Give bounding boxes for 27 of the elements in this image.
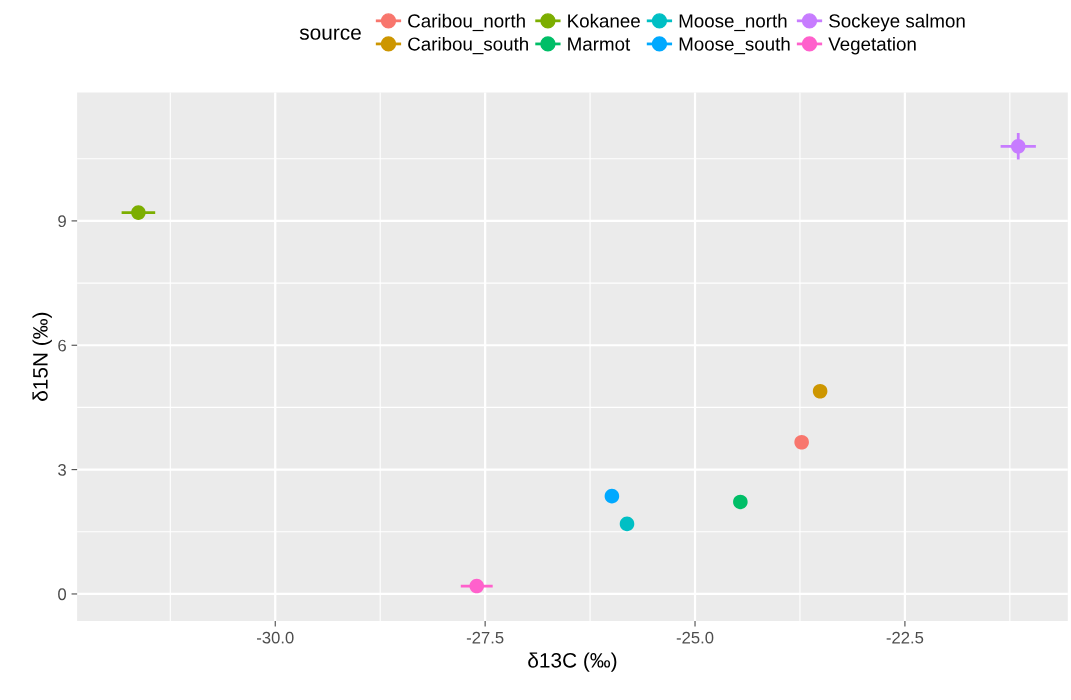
point (812, 383, 828, 399)
point (794, 434, 809, 450)
x-tick-label: -25.0 (676, 631, 714, 644)
legend-label: Kokanee (568, 13, 640, 28)
y-tick-label: 0 (58, 588, 67, 601)
point (131, 205, 146, 220)
point (733, 494, 748, 510)
y-tick-label: 6 (58, 339, 66, 352)
legend-label: Caribou_south (408, 36, 528, 55)
point (1010, 139, 1026, 154)
legend-label: Moose_south (679, 36, 790, 55)
y-tick-label: 9 (58, 215, 66, 228)
y-axis-title: δ15N (‰) (32, 312, 52, 401)
x-tick-label: -22.5 (886, 631, 924, 644)
legend-label: Caribou_north (408, 13, 525, 32)
legend-label: Sockeye salmon (829, 13, 965, 32)
point (604, 488, 620, 504)
x-tick-label: -30.0 (256, 631, 294, 644)
x-axis-title: δ13C (‰) (528, 652, 617, 672)
legend-label: Vegetation (828, 36, 916, 55)
y-tick-label: 3 (58, 464, 66, 476)
point (469, 578, 485, 594)
legend-label: Moose_north (679, 13, 787, 32)
x-tick-label: -27.5 (466, 631, 504, 644)
legend-label: Marmot (568, 37, 631, 51)
point (619, 516, 635, 532)
legend-title: source (299, 28, 361, 40)
